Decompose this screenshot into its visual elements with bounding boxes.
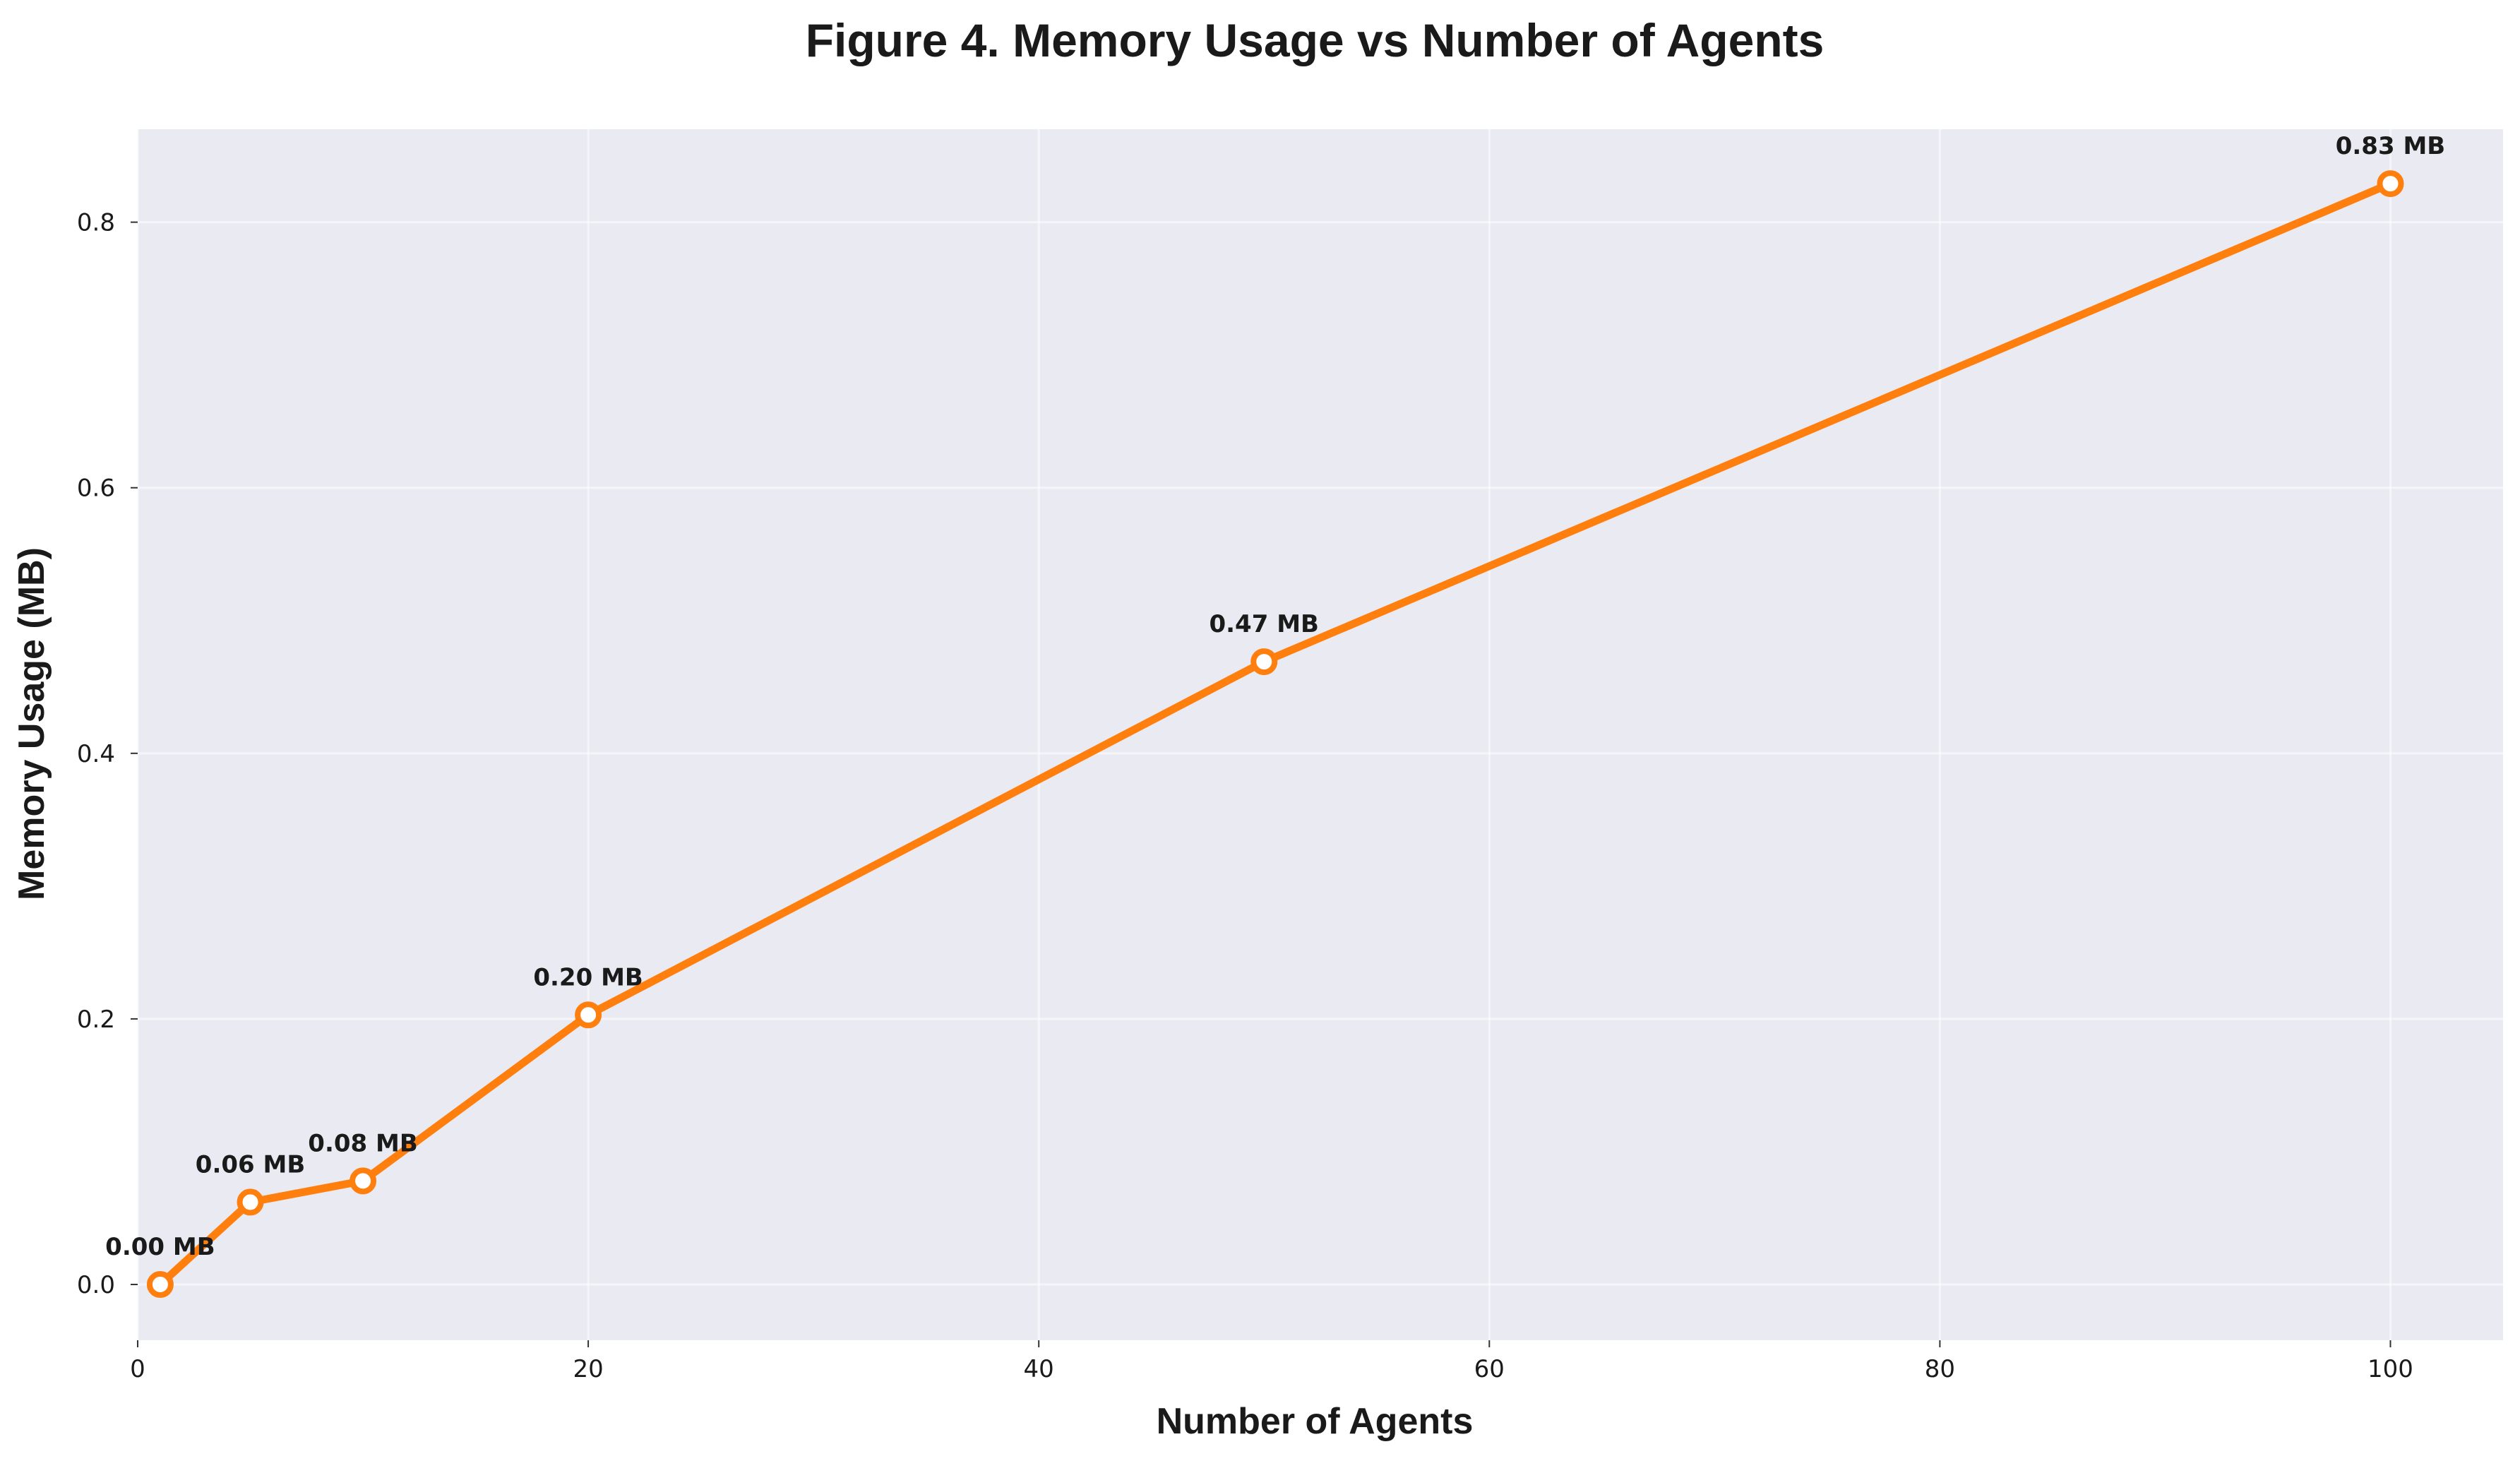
series-line	[156, 179, 2394, 1289]
y-axis-label: Memory Usage (MB)	[11, 547, 52, 900]
data-label: 0.06 MB	[196, 1150, 305, 1179]
data-label: 0.08 MB	[308, 1129, 417, 1157]
data-point	[237, 1188, 264, 1216]
x-tick-label: 100	[2367, 1355, 2413, 1383]
x-axis-label: Number of Agents	[1157, 1401, 1474, 1442]
data-point	[2377, 170, 2404, 198]
y-tick-label: 0.4	[77, 740, 115, 768]
grid-lines	[136, 129, 2503, 1340]
data-label: 0.47 MB	[1209, 610, 1318, 638]
series-layer	[146, 170, 2404, 1299]
data-label: 0.83 MB	[2336, 132, 2445, 160]
data-label: 0.00 MB	[105, 1233, 215, 1261]
x-tick-label: 20	[573, 1355, 603, 1383]
axis-ticks: 0 20 40 60 80 100 0.0 0.2 0.4 0.6 0.8	[77, 209, 2413, 1383]
data-point	[146, 1271, 174, 1299]
data-labels: 0.00 MB 0.06 MB0.08 MB 0.20 MB 0.47 MB 0.83 …	[105, 132, 2445, 1261]
chart-title: Figure 4. Memory Usage vs Number of Agen…	[806, 14, 1825, 66]
data-point	[1250, 648, 1278, 676]
data-point	[350, 1167, 377, 1195]
data-label: 0.20 MB	[533, 963, 643, 991]
y-tick-label: 0.0	[77, 1271, 115, 1299]
y-tick-label: 0.2	[77, 1006, 115, 1034]
y-tick-label: 0.8	[77, 209, 115, 237]
x-tick-label: 40	[1024, 1355, 1054, 1383]
plot-area	[138, 129, 2503, 1340]
data-point	[575, 1001, 602, 1029]
x-tick-label: 80	[1925, 1355, 1955, 1383]
x-tick-label: 60	[1474, 1355, 1505, 1383]
y-tick-label: 0.6	[77, 475, 115, 503]
x-tick-label: 0	[130, 1355, 145, 1383]
